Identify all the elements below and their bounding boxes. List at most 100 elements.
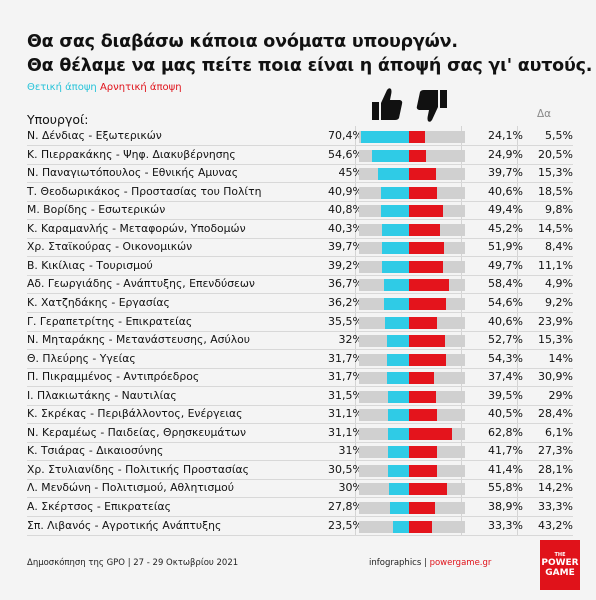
footer-site-link[interactable]: powergame.gr: [429, 558, 492, 568]
table-row: Μ. Βορίδης - Εσωτερικών 40,8% 49,4% 9,8%: [27, 202, 573, 221]
legend-positive: Θετική άποψη: [27, 82, 97, 93]
delta-value-label: 28,1%: [538, 462, 573, 476]
minister-name: Αδ. Γεωργιάδης - Ανάπτυξης, Επενδύσεων: [27, 277, 255, 291]
row-divider: [27, 423, 573, 425]
negative-value-label: 40,6%: [488, 314, 523, 328]
table-row: Ι. Πλακιωτάκης - Ναυτιλίας 31,5% 39,5% 29%: [27, 388, 573, 406]
thumbs-up-icon: [372, 88, 403, 120]
table-row: Α. Σκέρτσος - Επικρατείας 27,8% 38,9% 33,3%: [27, 499, 573, 517]
title-line-1: Θα σας διαβάσω κάποια ονόματα υπουργών.: [27, 32, 458, 52]
title-line-2: Θα θέλαμε να μας πείτε ποια είναι η άποψ…: [27, 56, 593, 76]
positive-value-label: 30,5%: [328, 462, 363, 476]
negative-bar: [409, 335, 445, 348]
table-row: Ν. Μηταράκης - Μετανάστευσης, Ασύλου 32% 5…: [27, 332, 573, 351]
negative-bar: [409, 186, 437, 199]
table-row: Κ. Σκρέκας - Περιβάλλοντος, Ενέργειας 31,…: [27, 406, 573, 425]
positive-value-label: 31,5%: [328, 388, 363, 402]
positive-bar: [361, 131, 409, 143]
positive-bar: [387, 390, 409, 403]
delta-value-label: 23,9%: [538, 314, 573, 328]
negative-value-label: 54,3%: [488, 351, 523, 365]
negative-value-label: 49,7%: [488, 258, 523, 272]
positive-bar: [381, 205, 409, 218]
negative-value-label: 55,8%: [488, 481, 523, 495]
negative-bar: [409, 409, 437, 422]
table-row: Θ. Πλεύρης - Υγείας 31,7% 54,3% 14%: [27, 351, 573, 369]
delta-value-label: 14%: [548, 351, 573, 365]
row-divider: [27, 497, 573, 499]
table-row: Σπ. Λιβανός - Αγροτικής Ανάπτυξης 23,5% 33…: [27, 518, 573, 536]
positive-bar: [384, 316, 409, 329]
thumbs-down-icon: [416, 90, 447, 122]
negative-value-label: 39,7%: [488, 166, 523, 180]
negative-value-label: 52,7%: [488, 333, 523, 347]
table-row: Β. Κικίλιας - Τουρισμού 39,2% 49,7% 11,1%: [27, 258, 573, 276]
negative-bar: [409, 205, 443, 218]
legend: Θετική άποψη Αρνητική άποψη: [27, 82, 182, 93]
minister-name: Κ. Χατζηδάκης - Εργασίας: [27, 295, 170, 309]
positive-value-label: 40,8%: [328, 203, 363, 217]
negative-bar: [409, 131, 426, 143]
positive-value-label: 40,3%: [328, 221, 363, 235]
table-header: Υπουργοί:: [27, 112, 89, 127]
minister-name: Ν. Δένδιας - Εξωτερικών: [27, 129, 162, 142]
minister-name: Σπ. Λιβανός - Αγροτικής Ανάπτυξης: [27, 518, 222, 532]
table-row: Ν. Παναγιωτόπουλος - Εθνικής Αμυνας 45% 39…: [27, 165, 573, 184]
delta-value-label: 9,2%: [545, 295, 573, 309]
minister-name: Κ. Σκρέκας - Περιβάλλοντος, Ενέργειας: [27, 407, 243, 421]
row-divider: [27, 145, 573, 146]
row-divider: [27, 237, 573, 239]
negative-value-label: 33,3%: [488, 518, 523, 532]
negative-bar: [409, 390, 436, 403]
logo-game: GAME: [545, 568, 575, 578]
delta-value-label: 18,5%: [538, 184, 573, 198]
positive-value-label: 36,2%: [328, 295, 363, 309]
footer-credit-text: infographics |: [369, 558, 430, 568]
negative-bar: [409, 483, 447, 496]
delta-value-label: 33,3%: [538, 500, 573, 513]
minister-name: Ν. Κεραμέως - Παιδείας, Θρησκευμάτων: [27, 425, 247, 439]
positive-bar: [384, 279, 409, 292]
minister-name: Ι. Πλακιωτάκης - Ναυτιλίας: [27, 388, 177, 402]
positive-value-label: 40,9%: [328, 184, 363, 198]
positive-bar: [387, 353, 409, 366]
negative-bar: [409, 464, 438, 477]
negative-value-label: 49,4%: [488, 203, 523, 217]
negative-bar: [409, 279, 449, 292]
negative-bar: [409, 372, 435, 385]
minister-name: Θ. Πλεύρης - Υγείας: [27, 351, 136, 365]
row-divider: [27, 404, 573, 406]
positive-value-label: 32%: [338, 333, 363, 347]
minister-name: Β. Κικίλιας - Τουρισμού: [27, 258, 153, 272]
negative-value-label: 51,9%: [488, 240, 523, 254]
row-divider: [27, 182, 573, 184]
table-row: Αδ. Γεωργιάδης - Ανάπτυξης, Επενδύσεων 36…: [27, 276, 573, 295]
minister-name: Π. Πικραμμένος - Αντιπρόεδρος: [27, 370, 200, 384]
table-row: Κ. Χατζηδάκης - Εργασίας 36,2% 54,6% 9,2%: [27, 295, 573, 313]
minister-name: Χρ. Στυλιανίδης - Πολιτικής Προστασίας: [27, 462, 249, 476]
table-row: Ν. Κεραμέως - Παιδείας, Θρησκευμάτων 31,1…: [27, 425, 573, 443]
positive-value-label: 36,7%: [328, 277, 363, 291]
negative-bar: [409, 446, 438, 459]
minister-name: Χρ. Σταϊκούρας - Οικονομικών: [27, 240, 193, 254]
negative-value-label: 41,7%: [488, 444, 523, 458]
row-divider: [27, 386, 573, 388]
negative-value-label: 58,4%: [488, 277, 523, 291]
positive-bar: [390, 502, 409, 514]
negative-bar: [409, 520, 432, 533]
row-divider: [27, 274, 573, 276]
negative-value-label: 54,6%: [488, 295, 523, 309]
row-divider: [27, 163, 573, 165]
negative-bar: [409, 427, 452, 440]
delta-value-label: 14,5%: [538, 221, 573, 235]
table-row: Ν. Δένδιας - Εξωτερικών 70,4% 24,1% 5,5%: [27, 128, 573, 146]
table-row: Χρ. Σταϊκούρας - Οικονομικών 39,7% 51,9% 8,…: [27, 239, 573, 258]
negative-value-label: 38,9%: [488, 500, 523, 513]
delta-value-label: 4,9%: [545, 277, 573, 291]
negative-bar: [409, 353, 446, 366]
table-row: Χρ. Στυλιανίδης - Πολιτικής Προστασίας 30…: [27, 462, 573, 480]
minister-name: Κ. Καραμανλής - Μεταφορών, Υποδομών: [27, 221, 246, 235]
delta-value-label: 29%: [548, 388, 573, 402]
delta-value-label: 27,3%: [538, 444, 573, 458]
positive-bar: [388, 483, 409, 496]
